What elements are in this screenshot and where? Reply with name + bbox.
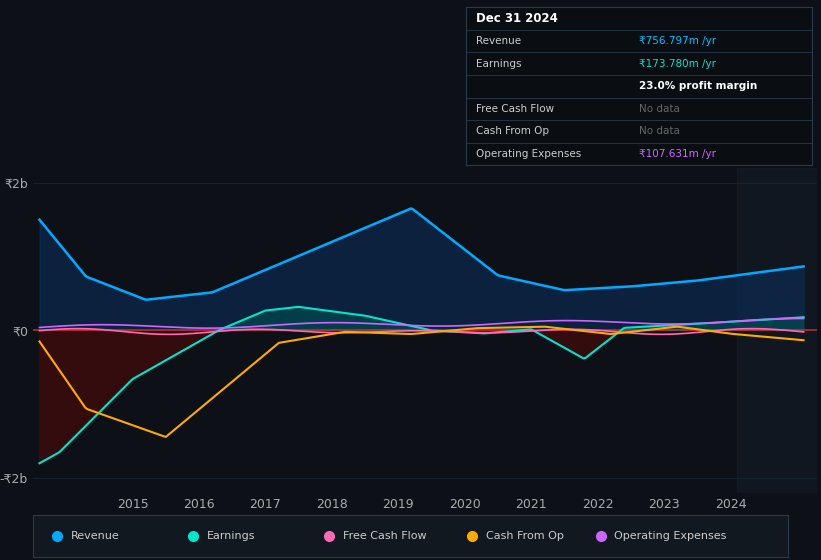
Text: Dec 31 2024: Dec 31 2024 bbox=[476, 12, 557, 25]
Text: Operating Expenses: Operating Expenses bbox=[614, 531, 727, 541]
Text: ₹107.631m /yr: ₹107.631m /yr bbox=[639, 149, 716, 159]
Bar bbox=[737, 168, 817, 493]
Text: Cash From Op: Cash From Op bbox=[476, 127, 549, 137]
Text: Revenue: Revenue bbox=[71, 531, 119, 541]
Text: Earnings: Earnings bbox=[207, 531, 255, 541]
Text: ₹756.797m /yr: ₹756.797m /yr bbox=[639, 36, 716, 46]
Text: Revenue: Revenue bbox=[476, 36, 521, 46]
Text: Free Cash Flow: Free Cash Flow bbox=[342, 531, 426, 541]
Text: No data: No data bbox=[639, 127, 680, 137]
Text: Earnings: Earnings bbox=[476, 59, 521, 69]
Text: 23.0% profit margin: 23.0% profit margin bbox=[639, 81, 757, 91]
Text: Operating Expenses: Operating Expenses bbox=[476, 149, 581, 159]
Text: ₹173.780m /yr: ₹173.780m /yr bbox=[639, 59, 716, 69]
Text: No data: No data bbox=[639, 104, 680, 114]
Text: Free Cash Flow: Free Cash Flow bbox=[476, 104, 554, 114]
Text: Cash From Op: Cash From Op bbox=[486, 531, 564, 541]
